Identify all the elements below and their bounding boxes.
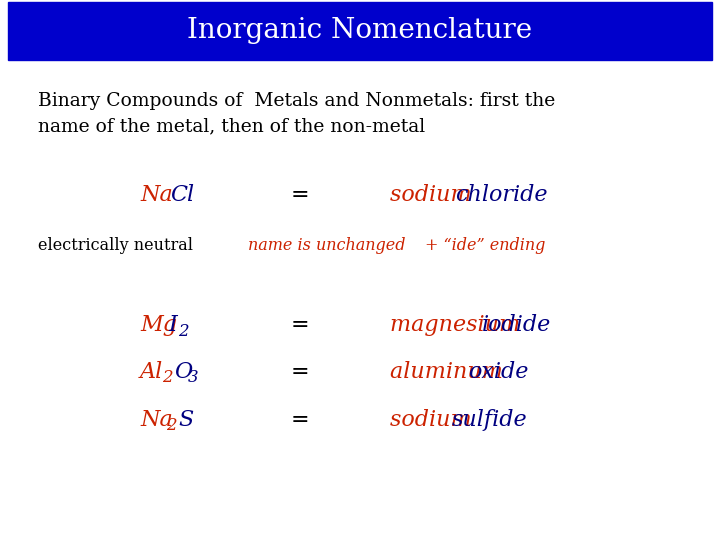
Text: chloride: chloride (455, 184, 547, 206)
Text: Inorganic Nomenclature: Inorganic Nomenclature (187, 17, 533, 44)
Text: electrically neutral: electrically neutral (38, 237, 193, 253)
Text: aluminum: aluminum (390, 361, 510, 383)
Text: =: = (291, 361, 310, 383)
Text: I: I (168, 314, 176, 336)
Text: =: = (291, 314, 310, 336)
Text: Binary Compounds of  Metals and Nonmetals: first the
name of the metal, then of : Binary Compounds of Metals and Nonmetals… (38, 92, 555, 135)
Text: sulfide: sulfide (452, 409, 528, 431)
Text: O: O (174, 361, 192, 383)
Text: Na: Na (140, 184, 173, 206)
Text: 3: 3 (188, 369, 199, 387)
Text: =: = (291, 184, 310, 206)
Text: 2: 2 (178, 322, 189, 340)
Text: Na: Na (140, 409, 173, 431)
Text: iodide: iodide (482, 314, 552, 336)
Text: 2: 2 (162, 369, 173, 387)
Text: sodium: sodium (390, 409, 479, 431)
Text: oxide: oxide (468, 361, 528, 383)
Text: + “ide” ending: + “ide” ending (425, 237, 545, 253)
Text: =: = (291, 409, 310, 431)
Text: 2: 2 (166, 417, 176, 435)
Text: S: S (178, 409, 193, 431)
Text: Cl: Cl (170, 184, 194, 206)
Text: magnesium: magnesium (390, 314, 527, 336)
Text: Mg: Mg (140, 314, 177, 336)
Text: Al: Al (140, 361, 163, 383)
Text: name is unchanged: name is unchanged (248, 237, 405, 253)
Bar (8, 2, 712, 60)
Text: sodium: sodium (390, 184, 479, 206)
